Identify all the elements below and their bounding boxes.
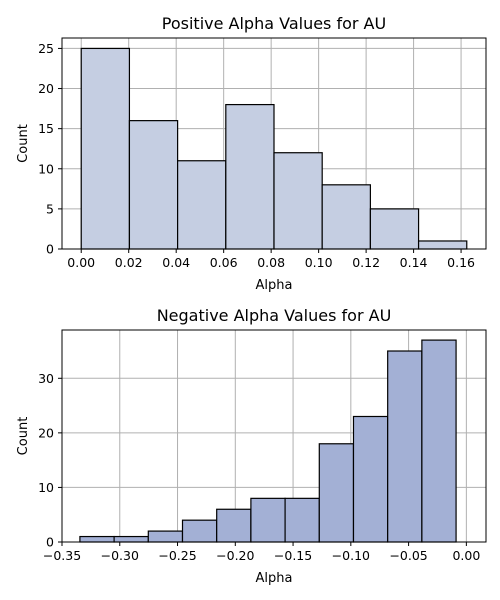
y-axis-label: Count: [16, 124, 31, 163]
x-tick-label: 0.00: [452, 548, 480, 563]
x-tick-label: −0.35: [43, 548, 81, 563]
histogram-bar: [225, 103, 275, 250]
x-tick-label: −0.10: [332, 548, 370, 563]
histogram-bar: [128, 120, 179, 250]
x-tick-label: 0.10: [305, 255, 333, 270]
histogram-bar: [318, 443, 355, 543]
bars-layer: [80, 47, 468, 250]
histogram-bar: [79, 535, 115, 543]
y-tick-label: 25: [38, 41, 54, 56]
x-tick-label: 0.14: [400, 255, 428, 270]
histogram-bar: [216, 508, 252, 543]
y-tick-label: 10: [38, 161, 54, 176]
y-tick-label: 5: [46, 201, 54, 216]
x-tick-label: 0.06: [210, 255, 238, 270]
bars-layer: [79, 339, 457, 543]
histogram-bar: [417, 240, 468, 250]
histogram-bar: [421, 339, 457, 543]
plot-frame: [61, 37, 487, 250]
y-axis-label: Count: [16, 417, 31, 456]
histogram-bar: [352, 415, 389, 543]
x-tick-label: 0.08: [257, 255, 285, 270]
y-ticks: 0 5 10 15 20 25: [38, 41, 62, 257]
chart-positive-alpha: 0.00 0.02 0.04 0.06 0.08 0.10 0.12 0.14 0.16 0 5 1…: [16, 14, 487, 293]
histogram-bar: [177, 160, 227, 250]
x-tick-label: 0.12: [352, 255, 380, 270]
y-tick-label: 20: [38, 81, 54, 96]
y-tick-label: 0: [46, 242, 54, 257]
x-axis-label: Alpha: [256, 278, 293, 293]
x-tick-label: 0.02: [115, 255, 143, 270]
chart-negative-alpha: −0.35 −0.30 −0.25 −0.20 −0.15 −0.10 −0.05 0.00 …: [16, 306, 487, 586]
y-ticks: 0 10 20 30: [38, 371, 62, 550]
x-tick-label: −0.20: [216, 548, 254, 563]
histogram-bar: [80, 47, 131, 250]
histogram-bar: [273, 152, 323, 250]
histogram-bar: [321, 184, 371, 250]
chart-title: Positive Alpha Values for AU: [162, 14, 386, 33]
y-tick-label: 15: [38, 121, 54, 136]
x-tick-label: −0.30: [101, 548, 139, 563]
x-ticks: −0.35 −0.30 −0.25 −0.20 −0.15 −0.10 −0.05 0.00: [43, 542, 480, 563]
x-ticks: 0.00 0.02 0.04 0.06 0.08 0.10 0.12 0.14 0.16: [67, 249, 475, 270]
x-axis-label: Alpha: [256, 571, 293, 586]
x-tick-label: 0.00: [67, 255, 95, 270]
histogram-bar: [387, 350, 423, 543]
x-tick-label: 0.16: [447, 255, 475, 270]
x-tick-label: −0.05: [389, 548, 427, 563]
x-tick-label: 0.04: [162, 255, 190, 270]
histogram-bar: [250, 497, 286, 543]
histogram-bar: [113, 535, 149, 543]
histogram-bar: [147, 530, 184, 543]
x-tick-label: −0.15: [274, 548, 312, 563]
y-tick-label: 20: [38, 425, 54, 440]
y-tick-label: 10: [38, 480, 54, 495]
histogram-bar: [369, 208, 420, 250]
histogram-bar: [284, 497, 320, 543]
y-tick-label: 0: [46, 535, 54, 550]
plot-frame: [61, 329, 487, 543]
histogram-bar: [181, 519, 218, 543]
chart-title: Negative Alpha Values for AU: [157, 306, 392, 325]
x-tick-label: −0.25: [158, 548, 196, 563]
y-tick-label: 30: [38, 371, 54, 386]
